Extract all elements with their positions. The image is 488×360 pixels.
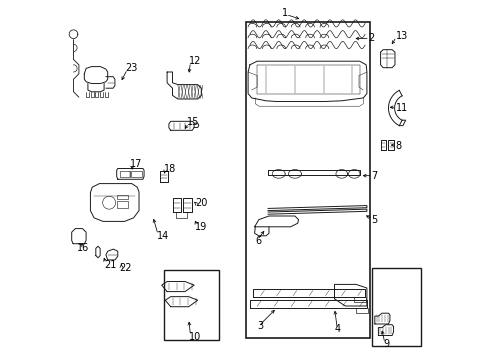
Text: 9: 9 [383, 339, 389, 349]
Bar [371, 268, 420, 346]
Bar [120, 171, 129, 177]
Text: 5: 5 [371, 215, 377, 225]
Text: 20: 20 [195, 198, 207, 208]
Text: 17: 17 [130, 159, 142, 169]
Bar [117, 201, 128, 208]
Text: 18: 18 [163, 164, 175, 174]
Bar [163, 270, 219, 340]
Text: 7: 7 [371, 171, 377, 181]
Text: 22: 22 [119, 263, 131, 273]
Text: 8: 8 [395, 141, 401, 151]
Bar [246, 22, 370, 338]
Text: 11: 11 [395, 103, 407, 113]
Text: 1: 1 [282, 8, 288, 18]
Text: 13: 13 [395, 31, 407, 41]
Text: 14: 14 [156, 231, 168, 241]
Text: 19: 19 [195, 222, 207, 232]
Text: 21: 21 [104, 260, 116, 270]
Text: 3: 3 [257, 321, 263, 331]
Text: 6: 6 [255, 236, 261, 246]
Bar [117, 195, 128, 199]
Text: 2: 2 [368, 33, 374, 43]
Text: 16: 16 [77, 243, 89, 253]
Text: 4: 4 [334, 324, 340, 334]
Text: 15: 15 [186, 117, 199, 127]
Text: 10: 10 [188, 332, 201, 342]
Text: 23: 23 [125, 63, 138, 73]
Text: 12: 12 [188, 56, 201, 66]
Bar [131, 171, 141, 177]
